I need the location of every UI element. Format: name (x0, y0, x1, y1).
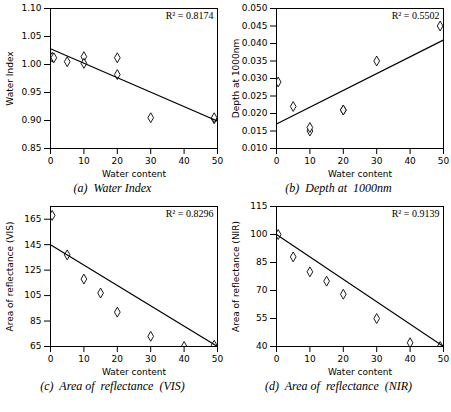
svg-text:30: 30 (371, 156, 383, 166)
svg-text:0.90: 0.90 (21, 115, 41, 125)
svg-text:20: 20 (338, 156, 350, 166)
svg-text:0.020: 0.020 (242, 108, 268, 118)
html-text:(a) Water Index: (a) Water Index (73, 181, 152, 195)
svg-text:0.030: 0.030 (242, 73, 268, 83)
svg-text:0.010: 0.010 (242, 143, 268, 153)
svg-text:R² = 0.8174: R² = 0.8174 (166, 10, 214, 21)
svg-text:40: 40 (178, 156, 190, 166)
svg-text:65: 65 (30, 341, 41, 351)
svg-text:Area of reflectance (NIR): Area of reflectance (NIR) (231, 221, 241, 332)
svg-text:125: 125 (24, 265, 41, 275)
svg-text:30: 30 (145, 354, 157, 364)
svg-text:10: 10 (304, 156, 316, 166)
svg-text:R² = 0.8296: R² = 0.8296 (166, 208, 214, 219)
svg-text:145: 145 (24, 240, 41, 250)
svg-text:50: 50 (212, 354, 224, 364)
svg-text:0.85: 0.85 (21, 143, 41, 153)
svg-text:10: 10 (78, 156, 90, 166)
svg-text:0: 0 (274, 354, 280, 364)
svg-text:R² = 0.5502: R² = 0.5502 (392, 10, 440, 21)
svg-text:0.050: 0.050 (242, 3, 268, 13)
svg-text:85: 85 (30, 316, 41, 326)
svg-text:30: 30 (371, 354, 383, 364)
html-text:(b) Depth at 1000nm: (b) Depth at 1000nm (285, 181, 392, 195)
svg-text:0.015: 0.015 (242, 126, 268, 136)
svg-text:50: 50 (438, 354, 450, 364)
svg-text:40: 40 (256, 341, 268, 351)
svg-text:40: 40 (404, 354, 416, 364)
svg-text:20: 20 (338, 354, 350, 364)
svg-text:Water content: Water content (102, 169, 166, 179)
svg-text:0.045: 0.045 (242, 21, 268, 31)
svg-text:85: 85 (256, 257, 267, 267)
svg-text:0: 0 (48, 354, 54, 364)
svg-text:115: 115 (250, 201, 267, 211)
svg-text:100: 100 (250, 229, 267, 239)
svg-text:30: 30 (145, 156, 157, 166)
html-text:(d) Area of reflectance (NIR): (d) Area of reflectance (NIR) (264, 379, 413, 393)
svg-text:Water content: Water content (328, 169, 392, 179)
svg-text:20: 20 (112, 156, 124, 166)
svg-text:Area of reflectance (VIS): Area of reflectance (VIS) (5, 222, 15, 332)
svg-text:10: 10 (304, 354, 316, 364)
svg-text:55: 55 (256, 313, 267, 323)
html-text:(c) Area of reflectance (VIS): (c) Area of reflectance (VIS) (40, 379, 185, 393)
svg-text:0.035: 0.035 (242, 56, 268, 66)
svg-text:165: 165 (24, 214, 41, 224)
svg-text:0: 0 (274, 156, 280, 166)
svg-text:Depth at 1000nm: Depth at 1000nm (231, 39, 241, 119)
svg-text:40: 40 (404, 156, 416, 166)
svg-text:R² = 0.9139: R² = 0.9139 (392, 208, 440, 219)
svg-text:0: 0 (48, 156, 54, 166)
svg-text:0.040: 0.040 (242, 38, 268, 48)
svg-text:1.00: 1.00 (21, 59, 41, 69)
svg-text:0.025: 0.025 (242, 91, 268, 101)
svg-text:0.95: 0.95 (21, 87, 41, 97)
svg-text:70: 70 (256, 285, 268, 295)
svg-text:Water Index: Water Index (5, 51, 15, 106)
svg-text:1.10: 1.10 (21, 3, 41, 13)
svg-text:1.05: 1.05 (21, 31, 41, 41)
svg-text:50: 50 (438, 156, 450, 166)
svg-text:10: 10 (78, 354, 90, 364)
svg-text:50: 50 (212, 156, 224, 166)
svg-text:20: 20 (112, 354, 124, 364)
svg-text:Water content: Water content (102, 367, 166, 377)
svg-text:105: 105 (24, 290, 41, 300)
svg-text:40: 40 (178, 354, 190, 364)
svg-text:Water content: Water content (328, 367, 392, 377)
